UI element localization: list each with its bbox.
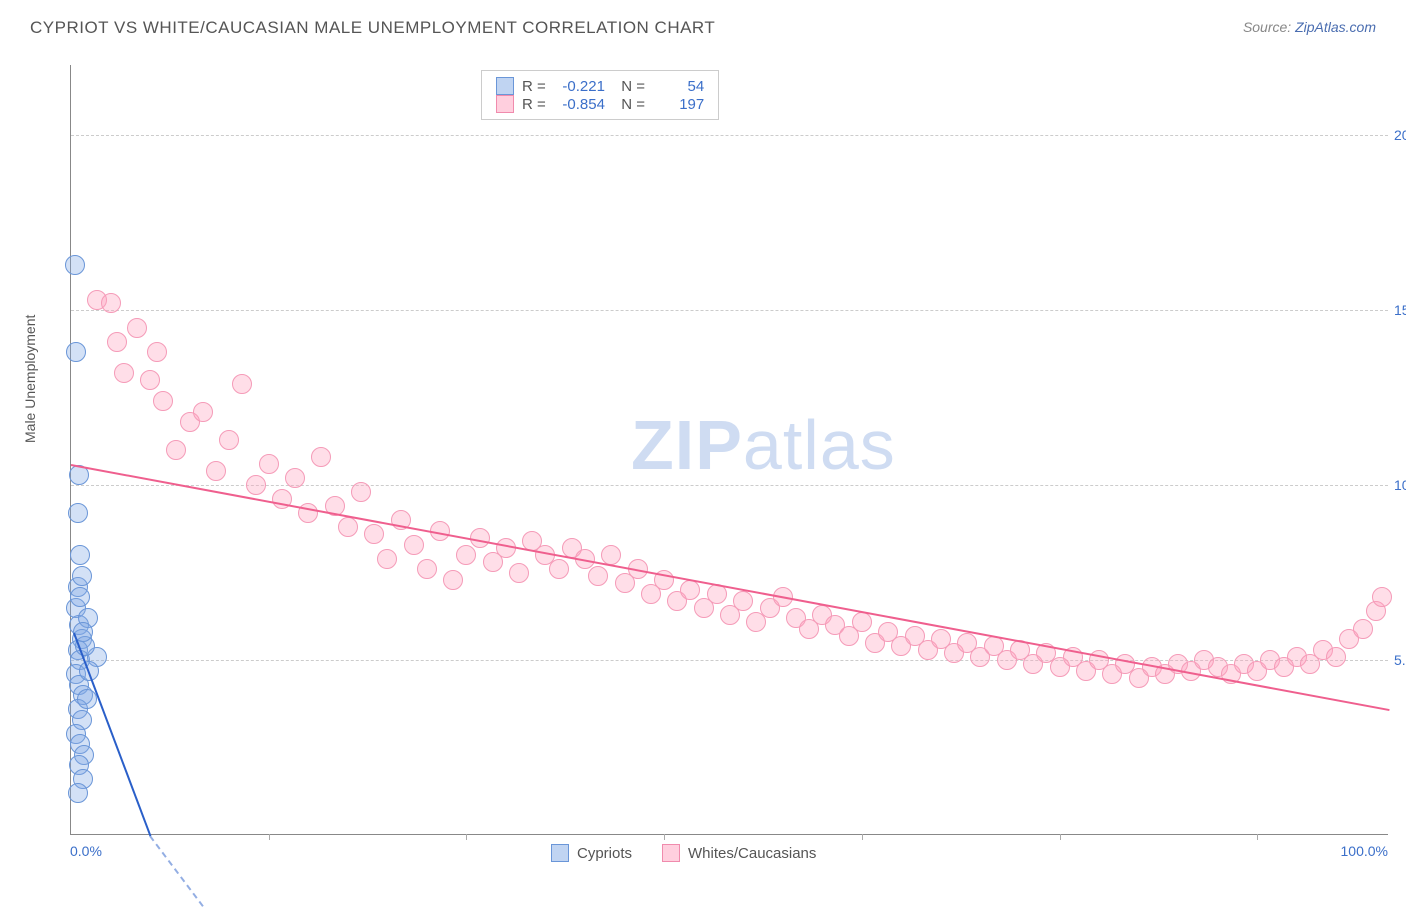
x-tick [1257, 834, 1258, 840]
data-point [166, 440, 186, 460]
data-point [549, 559, 569, 579]
x-tick [1060, 834, 1061, 840]
data-point [680, 580, 700, 600]
data-point [601, 545, 621, 565]
data-point [259, 454, 279, 474]
gridline-h [71, 485, 1388, 486]
swatch-pink [496, 95, 514, 113]
data-point [114, 363, 134, 383]
data-point [65, 255, 85, 275]
y-axis-label: Male Unemployment [22, 315, 38, 443]
y-tick-label: 15.0% [1394, 302, 1406, 318]
x-tick [269, 834, 270, 840]
gridline-h [71, 310, 1388, 311]
data-point [338, 517, 358, 537]
y-tick-label: 20.0% [1394, 127, 1406, 143]
stats-legend: R = -0.221 N = 54 R = -0.854 N = 197 [481, 70, 719, 120]
swatch-blue [551, 844, 569, 862]
y-tick-label: 5.0% [1394, 652, 1406, 668]
trend-line-extrapolation [149, 835, 203, 906]
data-point [377, 549, 397, 569]
data-point [68, 503, 88, 523]
x-tick [664, 834, 665, 840]
data-point [127, 318, 147, 338]
plot-area: ZIPatlas R = -0.221 N = 54 R = -0.854 N … [70, 65, 1388, 835]
x-tick [466, 834, 467, 840]
watermark: ZIPatlas [631, 405, 896, 485]
data-point [588, 566, 608, 586]
data-point [364, 524, 384, 544]
x-tick [862, 834, 863, 840]
data-point [206, 461, 226, 481]
gridline-h [71, 135, 1388, 136]
x-tick-label: 0.0% [70, 843, 102, 859]
data-point [733, 591, 753, 611]
data-point [66, 342, 86, 362]
data-point [153, 391, 173, 411]
data-point [246, 475, 266, 495]
data-point [72, 566, 92, 586]
data-point [351, 482, 371, 502]
data-point [1326, 647, 1346, 667]
data-point [232, 374, 252, 394]
data-point [70, 587, 90, 607]
data-point [107, 332, 127, 352]
data-point [311, 447, 331, 467]
data-point [77, 689, 97, 709]
data-point [1372, 587, 1392, 607]
y-tick-label: 10.0% [1394, 477, 1406, 493]
data-point [417, 559, 437, 579]
data-point [70, 545, 90, 565]
data-point [219, 430, 239, 450]
data-point [101, 293, 121, 313]
data-point [1353, 619, 1373, 639]
data-point [193, 402, 213, 422]
series-legend: Cypriots Whites/Caucasians [551, 844, 816, 862]
source-attribution: Source: ZipAtlas.com [1243, 19, 1376, 37]
chart-title: CYPRIOT VS WHITE/CAUCASIAN MALE UNEMPLOY… [30, 18, 715, 38]
data-point [68, 783, 88, 803]
data-point [456, 545, 476, 565]
trend-line [71, 464, 1389, 711]
data-point [147, 342, 167, 362]
data-point [140, 370, 160, 390]
data-point [509, 563, 529, 583]
swatch-pink [662, 844, 680, 862]
data-point [470, 528, 490, 548]
data-point [285, 468, 305, 488]
chart-container: Male Unemployment ZIPatlas R = -0.221 N … [50, 55, 1395, 865]
data-point [443, 570, 463, 590]
data-point [404, 535, 424, 555]
x-tick-label: 100.0% [1341, 843, 1388, 859]
swatch-blue [496, 77, 514, 95]
